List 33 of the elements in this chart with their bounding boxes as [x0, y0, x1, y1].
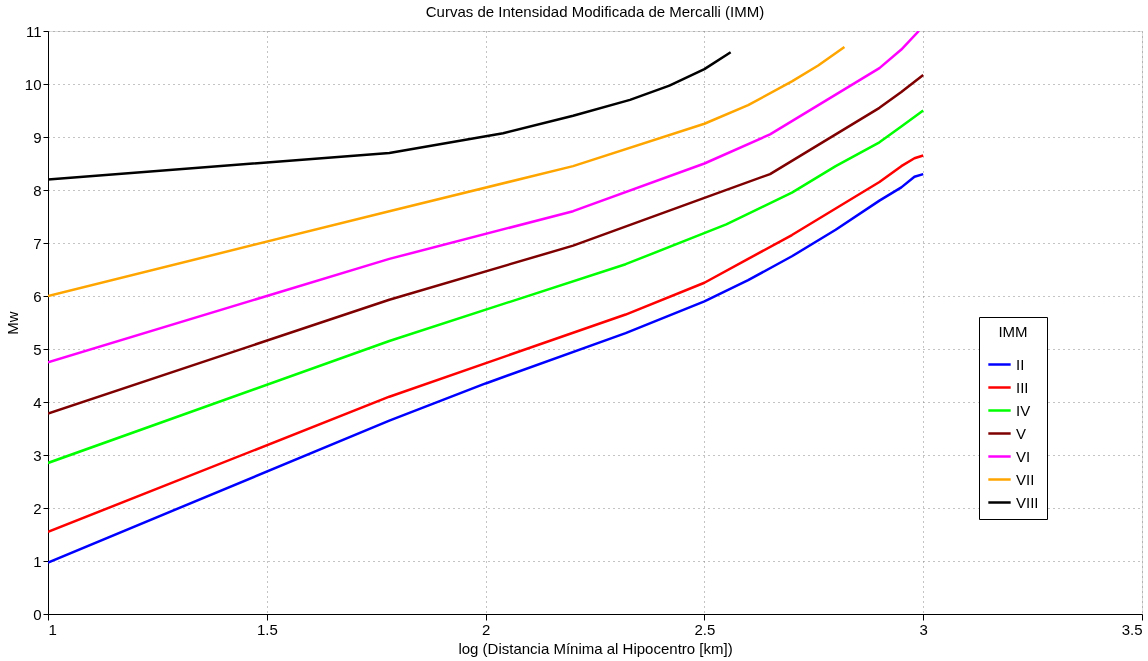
- y-tick-label: 4: [33, 393, 42, 411]
- line-series: [48, 45, 846, 298]
- line-series: [48, 73, 925, 415]
- y-axis-title: Mw: [3, 311, 21, 335]
- x-axis-title: log (Distancia Mínima al Hipocentro [km]): [458, 639, 733, 657]
- legend-label: V: [1016, 424, 1027, 442]
- y-tick-label: 10: [24, 75, 42, 93]
- legend-label: II: [1016, 355, 1025, 373]
- y-tick-label: 1: [33, 552, 42, 570]
- x-tick-label: 2: [481, 620, 491, 638]
- y-tick-label: 3: [33, 446, 42, 464]
- legend-label: III: [1016, 378, 1029, 396]
- legend-label: VIII: [1016, 493, 1039, 511]
- line-series: [48, 31, 921, 364]
- y-tick-label: 6: [33, 287, 42, 305]
- legend-title: IMM: [998, 323, 1028, 340]
- legend-label: IV: [1016, 401, 1031, 419]
- x-tick-label: 1: [48, 620, 57, 638]
- y-tick-label: 5: [33, 340, 42, 358]
- x-tick-label: 1.5: [256, 620, 278, 638]
- x-tick-label: 3.5: [1121, 620, 1143, 638]
- legend-label: VI: [1016, 447, 1031, 465]
- y-tick-label: 7: [33, 234, 42, 252]
- y-tick-label: 11: [25, 22, 42, 40]
- y-tick-label: 9: [33, 128, 42, 146]
- chart-title: Curvas de Intensidad Modificada de Mercalli (IMM): [425, 3, 765, 20]
- legend-label: VII: [1016, 470, 1035, 488]
- y-tick-label: 8: [33, 181, 42, 199]
- line-series: [48, 109, 925, 465]
- y-tick-label: 2: [33, 499, 42, 517]
- x-tick-label: 3: [919, 620, 928, 638]
- x-tick-label: 2.5: [694, 620, 716, 638]
- y-tick-label: 0: [33, 605, 42, 623]
